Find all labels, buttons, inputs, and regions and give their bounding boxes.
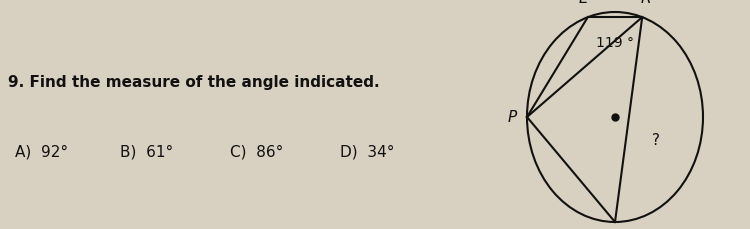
Text: E: E <box>579 0 589 6</box>
Text: P: P <box>508 110 517 125</box>
Text: C)  86°: C) 86° <box>230 144 284 159</box>
Text: ?: ? <box>652 133 660 147</box>
Text: B)  61°: B) 61° <box>120 144 173 159</box>
Text: A)  92°: A) 92° <box>15 144 68 159</box>
Text: R: R <box>641 0 652 6</box>
Text: 9. Find the measure of the angle indicated.: 9. Find the measure of the angle indicat… <box>8 75 380 90</box>
Text: 119 °: 119 ° <box>596 36 634 50</box>
Text: D)  34°: D) 34° <box>340 144 394 159</box>
